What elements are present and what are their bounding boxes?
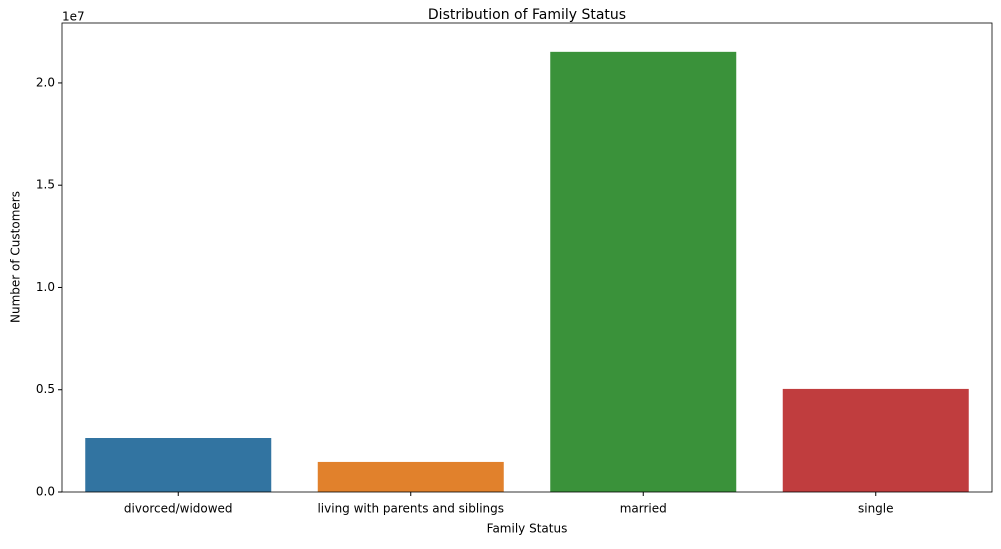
x-axis-label: Family Status (487, 522, 568, 536)
bar (317, 461, 504, 492)
x-tick-label: married (620, 502, 667, 516)
y-axis-label: Number of Customers (9, 191, 23, 323)
y-tick-label: 2.0 (36, 75, 55, 89)
y-tick-label: 0.5 (36, 382, 55, 396)
plot-frame (61, 22, 993, 493)
y-tick-label: 0.0 (36, 485, 55, 499)
x-tick-label: single (858, 502, 894, 516)
x-tick-label: living with parents and siblings (317, 502, 504, 516)
bar (782, 388, 969, 492)
y-tick-label: 1.0 (36, 280, 55, 294)
bar (550, 51, 737, 493)
bar (85, 438, 272, 492)
chart-title: Distribution of Family Status (428, 7, 626, 23)
y-tick-label: 1.5 (36, 178, 55, 192)
y-offset-label: 1e7 (62, 10, 85, 24)
x-tick-label: divorced/widowed (124, 502, 233, 516)
